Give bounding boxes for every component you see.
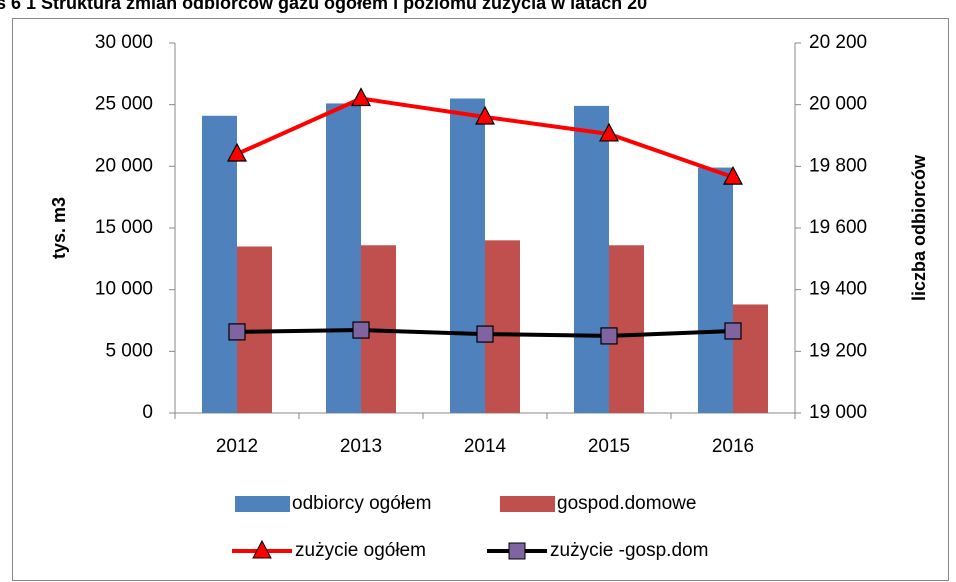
- marker: [724, 322, 742, 340]
- y2-tick-label: 20 000: [809, 94, 867, 115]
- bar: [733, 304, 768, 413]
- marker: [475, 105, 495, 125]
- y-tick-label: 25 000: [95, 94, 153, 115]
- x-tick-label: 2016: [712, 436, 754, 457]
- bar: [326, 103, 361, 413]
- x-tick-label: 2015: [588, 436, 630, 457]
- chart-title: s 6 1 Struktura zmian odbiorców gazu ogó…: [0, 0, 647, 13]
- bar: [202, 115, 237, 414]
- legend-swatch: [235, 496, 290, 512]
- marker: [351, 87, 371, 107]
- marker: [599, 122, 619, 142]
- legend-label: odbiorcy ogółem: [292, 493, 431, 514]
- x-tick-label: 2012: [216, 436, 258, 457]
- bar: [698, 167, 733, 413]
- marker: [600, 327, 618, 345]
- marker: [227, 142, 247, 162]
- marker: [228, 323, 246, 341]
- bar: [574, 105, 609, 414]
- legend-marker: [508, 542, 526, 560]
- y2-tick-label: 19 800: [809, 155, 867, 176]
- legend-marker: [252, 539, 272, 559]
- y-tick-label: 15 000: [95, 217, 153, 238]
- y2-tick-label: 19 600: [809, 217, 867, 238]
- y-tick-label: 30 000: [95, 32, 153, 53]
- y2-tick-label: 19 400: [809, 279, 867, 300]
- legend-swatch: [500, 496, 555, 512]
- y-tick-label: 10 000: [95, 279, 153, 300]
- marker: [352, 321, 370, 339]
- marker: [476, 325, 494, 343]
- x-tick-label: 2014: [464, 436, 507, 457]
- chart-border: [12, 18, 949, 581]
- y-tick-label: 0: [142, 402, 153, 423]
- bar: [450, 98, 485, 413]
- y2-axis-label: liczba odbiorców: [909, 154, 929, 301]
- legend-label: gospod.domowe: [557, 493, 696, 514]
- marker: [723, 165, 743, 185]
- y-axis-label: tys. m3: [49, 197, 69, 259]
- x-tick-label: 2013: [340, 436, 382, 457]
- y2-tick-label: 19 000: [809, 402, 867, 423]
- y2-tick-label: 19 200: [809, 340, 867, 361]
- y2-tick-label: 20 200: [809, 32, 867, 53]
- legend-label: zużycie ogółem: [295, 540, 426, 561]
- y-tick-label: 20 000: [95, 155, 153, 176]
- y-tick-label: 5 000: [105, 340, 153, 361]
- legend-label: zużycie -gosp.dom: [550, 540, 708, 561]
